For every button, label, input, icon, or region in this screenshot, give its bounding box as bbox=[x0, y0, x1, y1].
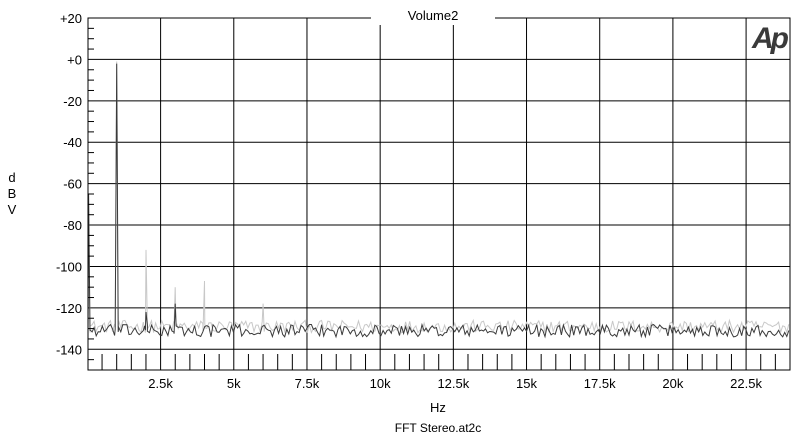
x-axis: 2.5k 5k 7.5k 10k 12.5k 15k 17.5k 20k 22.5k bbox=[101, 354, 776, 391]
y-axis-title-b: B bbox=[8, 186, 17, 201]
y-tick-label: -140 bbox=[56, 342, 82, 357]
y-tick-label: -60 bbox=[63, 177, 82, 192]
plot-frame bbox=[87, 17, 791, 371]
series-layer bbox=[87, 61, 790, 339]
y-axis-title-d: d bbox=[8, 170, 15, 185]
x-tick-label: 17.5k bbox=[584, 376, 616, 391]
x-tick-label: 5k bbox=[227, 376, 241, 391]
y-tick-label: -40 bbox=[63, 135, 82, 150]
x-tick-label: 12.5k bbox=[437, 376, 469, 391]
grid bbox=[88, 17, 790, 370]
y-axis-title-v: V bbox=[8, 202, 17, 217]
x-tick-label: 22.5k bbox=[730, 376, 762, 391]
y-tick-label: -80 bbox=[63, 218, 82, 233]
y-tick-label: -20 bbox=[63, 94, 82, 109]
y-tick-label: +0 bbox=[67, 52, 82, 67]
x-tick-label: 15k bbox=[516, 376, 537, 391]
y-tick-label: -100 bbox=[56, 259, 82, 274]
x-tick-label: 10k bbox=[370, 376, 391, 391]
y-tick-label: +20 bbox=[60, 11, 82, 26]
title-background bbox=[371, 9, 495, 25]
y-tick-label: -120 bbox=[56, 301, 82, 316]
footer-filename: FFT Stereo.at2c bbox=[395, 421, 481, 435]
x-tick-label: 7.5k bbox=[295, 376, 320, 391]
series-line-1 bbox=[87, 63, 790, 339]
y-axis: +20 +0 -20 -40 -60 -80 -100 -120 -140 bbox=[56, 11, 94, 371]
x-axis-title: Hz bbox=[430, 400, 446, 415]
chart-title: Volume2 bbox=[408, 8, 459, 23]
ap-logo: Ap bbox=[751, 22, 789, 55]
series-line-0 bbox=[87, 61, 790, 335]
x-tick-label: 2.5k bbox=[148, 376, 173, 391]
x-tick-label: 20k bbox=[662, 376, 683, 391]
